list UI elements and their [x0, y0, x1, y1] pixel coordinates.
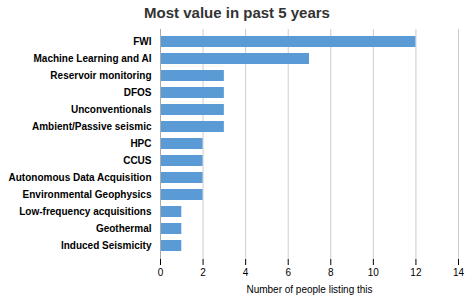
svg-text:Induced Seismicity: Induced Seismicity: [61, 240, 152, 251]
svg-text:CCUS: CCUS: [123, 155, 152, 166]
svg-text:6: 6: [285, 267, 291, 278]
html-text:Most value in past 5 years: Most value in past 5 years: [144, 4, 330, 21]
svg-text:0: 0: [158, 267, 164, 278]
svg-text:Environmental Geophysics: Environmental Geophysics: [23, 189, 152, 200]
svg-text:Number of people listing this: Number of people listing this: [246, 284, 372, 295]
svg-text:4: 4: [243, 267, 249, 278]
svg-text:Unconventionals: Unconventionals: [71, 104, 152, 115]
svg-text:Ambient/Passive seismic: Ambient/Passive seismic: [32, 121, 152, 132]
svg-text:FWI: FWI: [133, 36, 152, 47]
svg-text:12: 12: [410, 267, 422, 278]
svg-text:Geothermal: Geothermal: [96, 223, 152, 234]
svg-text:Autonomous Data Acquisition: Autonomous Data Acquisition: [9, 172, 152, 183]
svg-text:Machine Learning and AI: Machine Learning and AI: [34, 53, 152, 64]
svg-text:DFOS: DFOS: [124, 87, 152, 98]
svg-text:8: 8: [328, 267, 334, 278]
svg-text:Low-frequency acquisitions: Low-frequency acquisitions: [19, 206, 152, 217]
svg-text:2: 2: [200, 267, 206, 278]
svg-text:10: 10: [368, 267, 380, 278]
svg-text:Reservoir monitoring: Reservoir monitoring: [50, 70, 151, 81]
svg-text:HPC: HPC: [130, 138, 151, 149]
svg-text:14: 14: [453, 267, 465, 278]
